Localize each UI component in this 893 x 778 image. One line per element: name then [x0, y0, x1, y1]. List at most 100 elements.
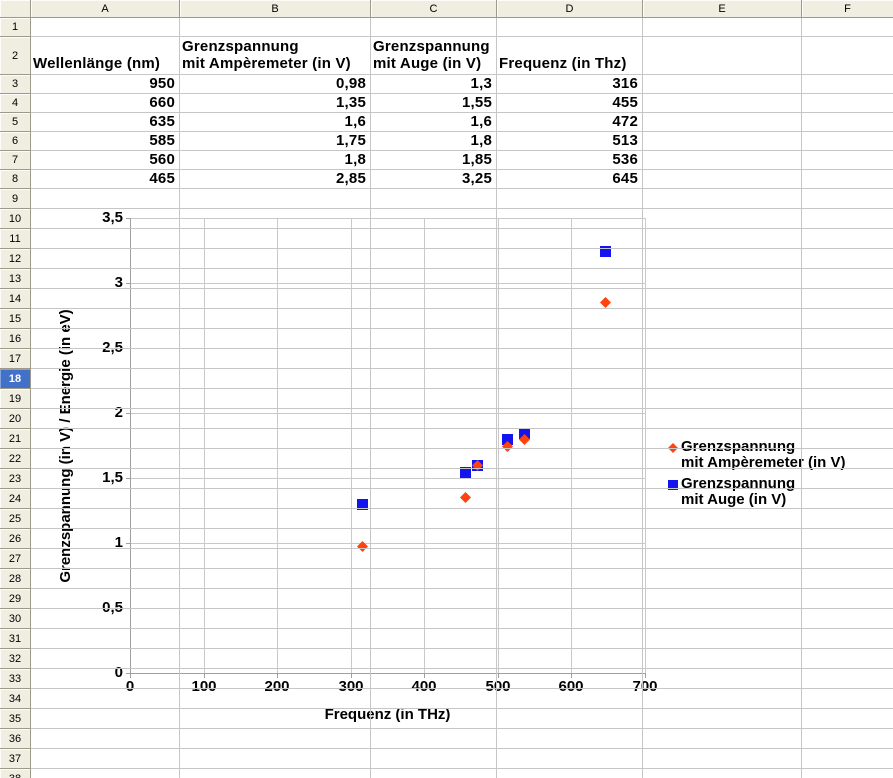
cell-B17[interactable] — [180, 349, 371, 369]
cell-C5[interactable]: 1,6 — [371, 113, 497, 132]
cell-A33[interactable] — [31, 669, 180, 689]
cell-E7[interactable] — [643, 151, 802, 170]
cell-F13[interactable] — [802, 269, 893, 289]
cell-B20[interactable] — [180, 409, 371, 429]
cell-C14[interactable] — [371, 289, 497, 309]
cell-F31[interactable] — [802, 629, 893, 649]
chart-object[interactable]: Frequenz (in THz) Grenzspannung (in V) /… — [43, 198, 871, 752]
cell-C38[interactable] — [371, 769, 497, 778]
cell-E20[interactable] — [643, 409, 802, 429]
cell-F6[interactable] — [802, 132, 893, 151]
cell-E22[interactable] — [643, 449, 802, 469]
cell-E29[interactable] — [643, 589, 802, 609]
row-header-9[interactable]: 9 — [0, 189, 31, 209]
data-point-amperemeter[interactable] — [460, 492, 471, 503]
cell-D5[interactable]: 472 — [497, 113, 643, 132]
cell-F22[interactable] — [802, 449, 893, 469]
row-header-10[interactable]: 10 — [0, 209, 31, 229]
cell-E10[interactable] — [643, 209, 802, 229]
cell-C15[interactable] — [371, 309, 497, 329]
cell-E4[interactable] — [643, 94, 802, 113]
row-header-26[interactable]: 26 — [0, 529, 31, 549]
cell-F35[interactable] — [802, 709, 893, 729]
cell-B38[interactable] — [180, 769, 371, 778]
column-header-e[interactable]: E — [643, 0, 802, 18]
cell-D34[interactable] — [497, 689, 643, 709]
cell-A30[interactable] — [31, 609, 180, 629]
cell-C32[interactable] — [371, 649, 497, 669]
cell-C34[interactable] — [371, 689, 497, 709]
cell-F10[interactable] — [802, 209, 893, 229]
cell-C25[interactable] — [371, 509, 497, 529]
cell-D31[interactable] — [497, 629, 643, 649]
cell-A5[interactable]: 635 — [31, 113, 180, 132]
cell-F8[interactable] — [802, 170, 893, 189]
cell-B36[interactable] — [180, 729, 371, 749]
row-header-23[interactable]: 23 — [0, 469, 31, 489]
cell-C11[interactable] — [371, 229, 497, 249]
cell-A38[interactable] — [31, 769, 180, 778]
cell-B8[interactable]: 2,85 — [180, 170, 371, 189]
cell-E23[interactable] — [643, 469, 802, 489]
cell-A26[interactable] — [31, 529, 180, 549]
cell-F1[interactable] — [802, 18, 893, 37]
cell-A9[interactable] — [31, 189, 180, 209]
cell-B12[interactable] — [180, 249, 371, 269]
cell-F34[interactable] — [802, 689, 893, 709]
cell-C27[interactable] — [371, 549, 497, 569]
cell-D17[interactable] — [497, 349, 643, 369]
cell-A16[interactable] — [31, 329, 180, 349]
cell-E18[interactable] — [643, 369, 802, 389]
cell-A10[interactable] — [31, 209, 180, 229]
cell-C31[interactable] — [371, 629, 497, 649]
cell-B4[interactable]: 1,35 — [180, 94, 371, 113]
cell-E13[interactable] — [643, 269, 802, 289]
cell-E36[interactable] — [643, 729, 802, 749]
cell-C20[interactable] — [371, 409, 497, 429]
cell-A22[interactable] — [31, 449, 180, 469]
data-point-auge[interactable] — [502, 434, 513, 445]
cell-E11[interactable] — [643, 229, 802, 249]
data-point-auge[interactable] — [519, 428, 530, 439]
cell-F23[interactable] — [802, 469, 893, 489]
cell-F36[interactable] — [802, 729, 893, 749]
cell-B22[interactable] — [180, 449, 371, 469]
cell-B9[interactable] — [180, 189, 371, 209]
cell-A31[interactable] — [31, 629, 180, 649]
cell-E2[interactable] — [643, 37, 802, 75]
cell-D24[interactable] — [497, 489, 643, 509]
data-point-auge[interactable] — [460, 467, 471, 478]
cell-C18[interactable] — [371, 369, 497, 389]
column-header-d[interactable]: D — [497, 0, 643, 18]
cell-B35[interactable] — [180, 709, 371, 729]
cell-B2[interactable]: Grenzspannung mit Ampèremeter (in V) — [180, 37, 371, 75]
cell-B19[interactable] — [180, 389, 371, 409]
cell-F3[interactable] — [802, 75, 893, 94]
cell-B11[interactable] — [180, 229, 371, 249]
cell-F37[interactable] — [802, 749, 893, 769]
cell-D2[interactable]: Frequenz (in Thz) — [497, 37, 643, 75]
column-header-c[interactable]: C — [371, 0, 497, 18]
select-all-corner[interactable] — [0, 0, 31, 18]
cell-E8[interactable] — [643, 170, 802, 189]
row-header-20[interactable]: 20 — [0, 409, 31, 429]
cell-C19[interactable] — [371, 389, 497, 409]
cell-E5[interactable] — [643, 113, 802, 132]
cell-D27[interactable] — [497, 549, 643, 569]
cell-C37[interactable] — [371, 749, 497, 769]
cell-A28[interactable] — [31, 569, 180, 589]
cell-B25[interactable] — [180, 509, 371, 529]
cell-B26[interactable] — [180, 529, 371, 549]
cell-D10[interactable] — [497, 209, 643, 229]
row-header-29[interactable]: 29 — [0, 589, 31, 609]
cell-C13[interactable] — [371, 269, 497, 289]
cell-A25[interactable] — [31, 509, 180, 529]
cell-C17[interactable] — [371, 349, 497, 369]
row-header-36[interactable]: 36 — [0, 729, 31, 749]
cell-D38[interactable] — [497, 769, 643, 778]
row-header-11[interactable]: 11 — [0, 229, 31, 249]
legend-entry-auge[interactable]: Grenzspannung mit Auge (in V) — [668, 476, 845, 508]
cell-F32[interactable] — [802, 649, 893, 669]
cell-E33[interactable] — [643, 669, 802, 689]
cell-E14[interactable] — [643, 289, 802, 309]
